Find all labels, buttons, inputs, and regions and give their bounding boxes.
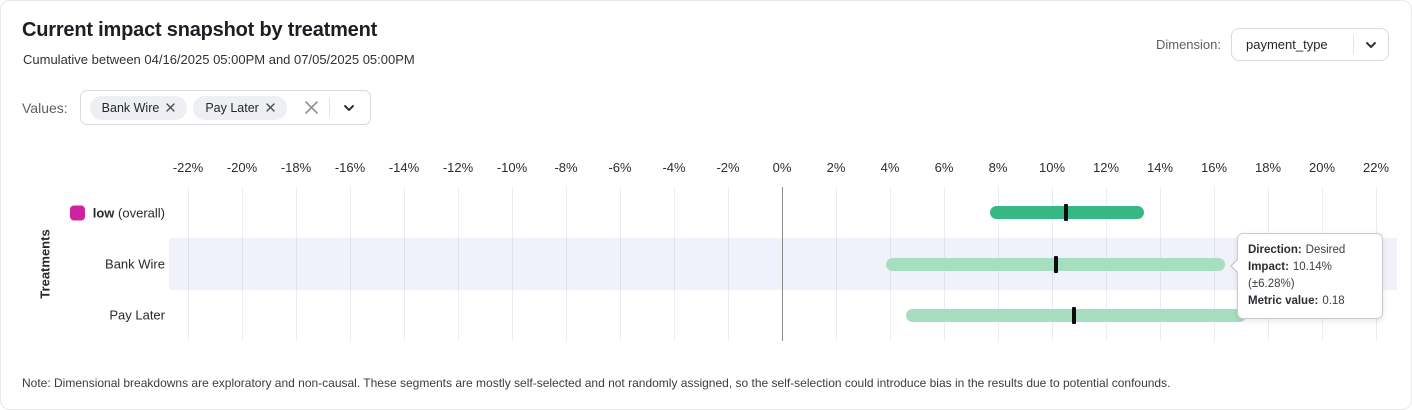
chip-remove-icon[interactable] xyxy=(166,103,176,112)
row-label-pay-later: Pay Later xyxy=(1,308,165,323)
row-label-low: low (overall) xyxy=(1,205,165,221)
values-multiselect[interactable]: Bank Wire Pay Later xyxy=(79,90,371,125)
x-axis-tick-label: 10% xyxy=(1038,160,1066,175)
legend-swatch xyxy=(69,205,85,221)
gridline xyxy=(566,187,567,341)
x-axis-tick-label: 2% xyxy=(826,160,846,175)
gridline xyxy=(836,187,837,341)
row-label-text: Pay Later xyxy=(109,307,165,323)
dimension-label: Dimension: xyxy=(1155,37,1221,52)
x-axis-tick-label: 16% xyxy=(1200,160,1228,175)
x-axis-tick-label: 12% xyxy=(1092,160,1120,175)
x-axis-tick-label: 6% xyxy=(934,160,954,175)
x-axis-tick-label: -10% xyxy=(496,160,528,175)
chevron-down-icon[interactable] xyxy=(334,101,364,115)
gridline xyxy=(728,187,729,341)
x-axis-tick-label: -20% xyxy=(226,160,258,175)
x-axis-tick-label: 8% xyxy=(988,160,1008,175)
x-axis-tick-label: 18% xyxy=(1254,160,1282,175)
gridline xyxy=(674,187,675,341)
x-axis-tick-label: -4% xyxy=(662,160,686,175)
chevron-down-icon xyxy=(1354,38,1388,52)
x-axis-tick-label: -14% xyxy=(388,160,420,175)
gridline xyxy=(404,187,405,341)
gridline xyxy=(512,187,513,341)
page-title: Current impact snapshot by treatment xyxy=(22,19,378,41)
x-axis-tick-label: -16% xyxy=(334,160,366,175)
x-axis-tick-label: 4% xyxy=(880,160,900,175)
clear-all-icon[interactable] xyxy=(304,100,319,115)
select-divider xyxy=(1353,35,1354,54)
impact-point-marker xyxy=(1063,204,1068,222)
values-divider xyxy=(328,98,330,117)
disclaimer-note: Note: Dimensional breakdowns are explora… xyxy=(22,376,1171,390)
dimension-select-value: payment_type xyxy=(1246,37,1328,52)
tooltip-direction: Direction: Desired xyxy=(1248,244,1346,256)
impact-point-marker xyxy=(1071,306,1076,324)
value-chip-bank-wire[interactable]: Bank Wire xyxy=(89,95,188,120)
x-axis-tick-label: -22% xyxy=(172,160,204,175)
chip-label: Bank Wire xyxy=(101,100,160,115)
values-label: Values: xyxy=(22,99,68,116)
gridline xyxy=(242,187,243,341)
value-chip-pay-later[interactable]: Pay Later xyxy=(193,95,287,120)
x-axis-tick-label: -8% xyxy=(554,160,578,175)
tooltip-impact: Impact: 10.14% (±6.28%) xyxy=(1248,261,1332,290)
dimension-control: Dimension: payment_type xyxy=(1156,28,1389,61)
x-axis-tick-label: 0% xyxy=(772,160,792,175)
gridline xyxy=(350,187,351,341)
values-filter: Values: Bank Wire Pay Later xyxy=(22,90,371,125)
gridline xyxy=(296,187,297,341)
dimension-select[interactable]: payment_type xyxy=(1231,28,1389,61)
x-axis-tick-label: 20% xyxy=(1308,160,1336,175)
impact-point-marker xyxy=(1053,255,1058,273)
chip-label: Pay Later xyxy=(205,100,259,115)
x-axis-tick-label: 22% xyxy=(1362,160,1390,175)
gridline xyxy=(458,187,459,341)
impact-bar-pay-later[interactable] xyxy=(906,308,1247,322)
row-label-bank-wire: Bank Wire xyxy=(1,257,165,272)
gridline xyxy=(188,187,189,341)
x-axis-tick-label: -18% xyxy=(280,160,312,175)
tooltip-arrow xyxy=(1231,258,1240,274)
chip-remove-icon[interactable] xyxy=(266,103,275,112)
bar-tooltip: Direction: Desired Impact: 10.14% (±6.28%)… xyxy=(1230,233,1383,319)
row-label-text: Bank Wire xyxy=(105,256,165,272)
gridline xyxy=(620,187,621,341)
row-label-text: low (overall) xyxy=(92,205,165,221)
x-axis-tick-label: -2% xyxy=(716,160,740,175)
x-axis-tick-label: 14% xyxy=(1146,160,1174,175)
zero-baseline xyxy=(781,187,783,341)
date-range-subtitle: Cumulative between 04/16/2025 05:00PM an… xyxy=(23,52,415,67)
x-axis-tick-label: -6% xyxy=(608,160,632,175)
tooltip-metric-value: Metric value: 0.18 xyxy=(1248,295,1345,307)
x-axis-tick-label: -12% xyxy=(442,160,474,175)
